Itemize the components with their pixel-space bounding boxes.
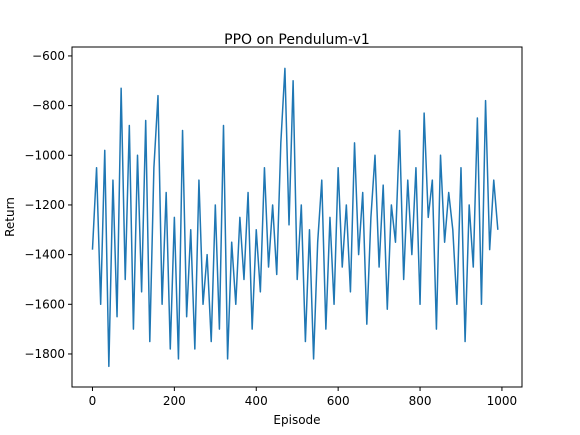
y-axis-label: Return [3, 197, 17, 237]
x-tick-label: 1000 [487, 394, 518, 408]
chart-title: PPO on Pendulum-v1 [224, 32, 370, 48]
x-axis-label: Episode [273, 413, 320, 427]
y-tick-label: −1000 [24, 148, 65, 162]
plot-frame [71, 46, 523, 388]
x-tick-label: 600 [327, 394, 350, 408]
y-tick-label: −1600 [24, 297, 65, 311]
y-tick-label: −600 [32, 49, 65, 63]
y-tick-label: −1400 [24, 248, 65, 262]
x-tick-label: 800 [409, 394, 432, 408]
y-tick-label: −1200 [24, 198, 65, 212]
y-tick-label: −1800 [24, 347, 65, 361]
x-tick-label: 0 [89, 394, 97, 408]
x-tick-label: 400 [245, 394, 268, 408]
x-tick-label: 200 [163, 394, 186, 408]
line [91, 67, 499, 368]
y-tick-label: −800 [32, 99, 65, 113]
